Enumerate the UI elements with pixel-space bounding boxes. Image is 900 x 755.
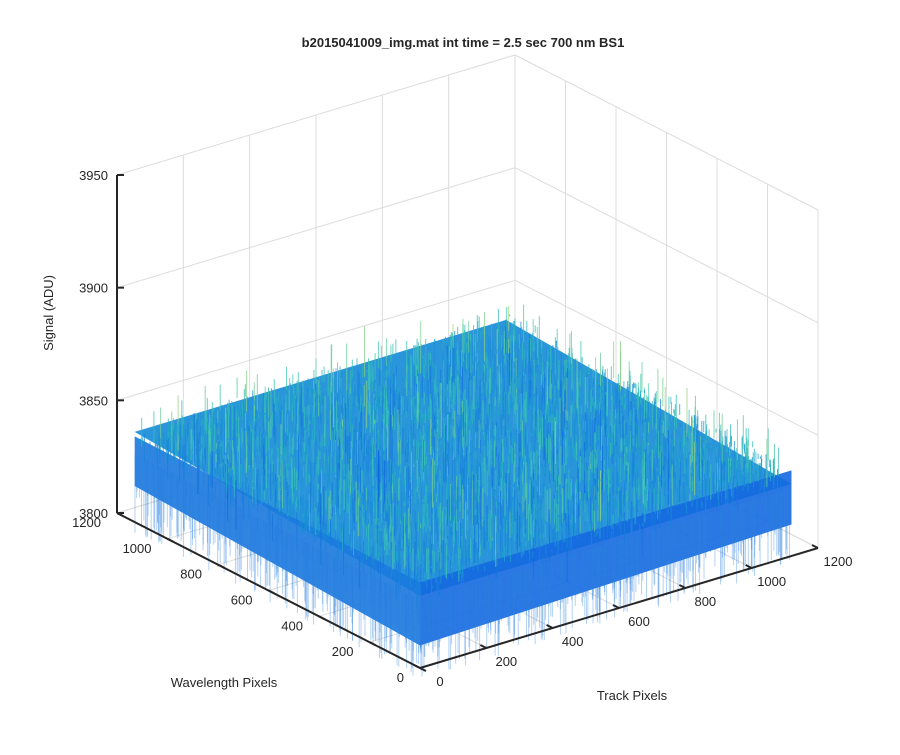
surface-plot: 0200400600800100012000200400600800100012… <box>0 0 900 750</box>
